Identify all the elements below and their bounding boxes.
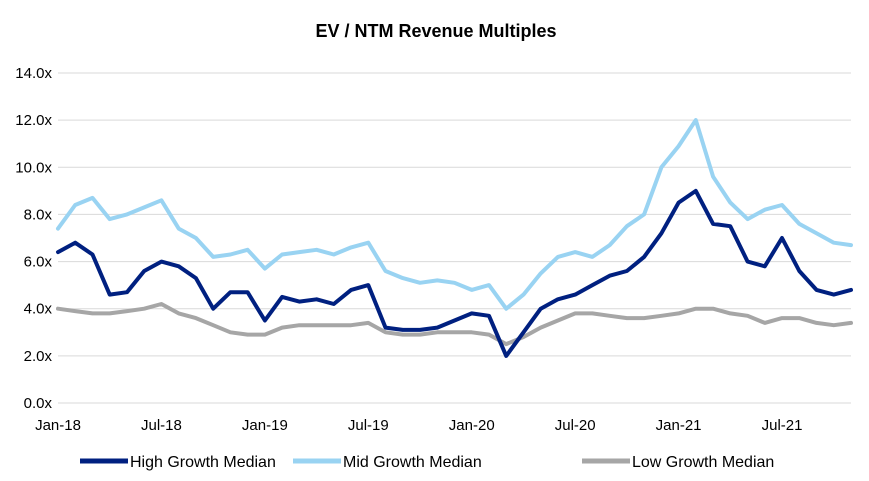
series-line-0 xyxy=(56,188,853,358)
x-tick-label: Jul-19 xyxy=(348,417,389,434)
y-tick-label: 0.0x xyxy=(24,395,53,412)
grid xyxy=(58,72,851,404)
y-tick-label: 8.0x xyxy=(24,206,53,223)
y-tick-label: 4.0x xyxy=(24,301,53,318)
y-tick-label: 14.0x xyxy=(15,65,52,82)
legend-label: Low Growth Median xyxy=(632,454,774,471)
y-tick-label: 6.0x xyxy=(24,254,53,271)
x-axis: Jan-18 Jul-18 Jan-19 Jul-19 Jan-20 Jul-20 Jan-… xyxy=(35,417,802,434)
x-tick-label: Jan-21 xyxy=(656,417,702,434)
x-tick-label: Jan-18 xyxy=(35,417,81,434)
x-tick-label: Jan-20 xyxy=(449,417,495,434)
plot-area xyxy=(56,118,853,358)
series-line-1 xyxy=(56,118,853,311)
y-tick-label: 10.0x xyxy=(15,159,52,176)
y-axis: 0.0x 2.0x 4.0x 6.0x 8.0x 10.0x 12.0x 14.0x xyxy=(15,65,52,412)
series-line-2 xyxy=(56,302,853,347)
y-tick-label: 2.0x xyxy=(24,348,53,365)
legend-label: High Growth Median xyxy=(130,454,276,471)
x-tick-label: Jul-18 xyxy=(141,417,182,434)
y-tick-label: 12.0x xyxy=(15,112,52,129)
x-tick-label: Jan-19 xyxy=(242,417,288,434)
legend: High Growth Median Mid Growth Median Low G… xyxy=(80,454,774,471)
x-tick-label: Jul-21 xyxy=(762,417,803,434)
chart-title: EV / NTM Revenue Multiples xyxy=(315,21,556,41)
x-tick-label: Jul-20 xyxy=(555,417,596,434)
legend-label: Mid Growth Median xyxy=(343,454,482,471)
